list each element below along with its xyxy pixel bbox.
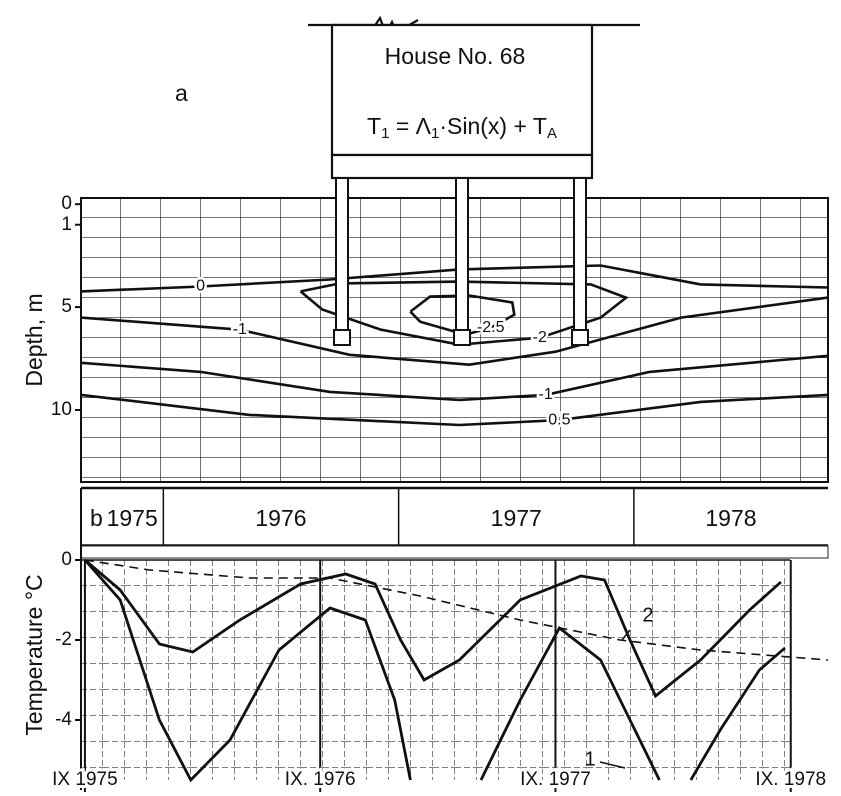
x-tick-label: IX. 1976: [285, 769, 356, 790]
y-tick-label: -2: [55, 629, 72, 650]
line: [83, 559, 786, 782]
tick-row: [80, 545, 829, 559]
contour-label: -2: [533, 329, 547, 346]
y-tick-label: 1: [61, 214, 72, 235]
contour-line: [409, 294, 516, 336]
year-label: 1975: [107, 505, 158, 531]
line: [83, 558, 782, 699]
label-leader: [621, 629, 631, 641]
contour-label: -1: [233, 321, 247, 338]
x-tick-label: IX 1975: [52, 769, 118, 790]
contour-label: 0: [196, 278, 205, 295]
contour-label: -2.5: [477, 319, 505, 336]
y-axis-label: Temperature °C: [21, 574, 47, 735]
y-tick-label: 5: [61, 296, 72, 317]
panel-label: b: [90, 505, 103, 531]
x-tick-label: IX. 1978: [755, 769, 826, 790]
house-label: House No. 68: [385, 43, 526, 69]
label-leader: [599, 761, 626, 769]
formula-part: = Λ: [389, 113, 431, 139]
line-layer: [83, 558, 828, 782]
plot-area: [81, 560, 790, 780]
series-label: 1: [584, 748, 595, 770]
y-tick-label: 0: [61, 549, 72, 570]
contour-line: [299, 280, 629, 347]
y-tick-label: 10: [51, 399, 72, 420]
year-label: 1977: [491, 505, 542, 531]
x-tick-label: IX. 1977: [520, 769, 591, 790]
piles: [333, 177, 589, 346]
y-axis-label: Depth, m: [21, 293, 47, 386]
y-tick-label: -4: [55, 709, 72, 730]
panel-label: a: [175, 80, 188, 106]
formula-sub: 1: [381, 125, 389, 142]
series-label: 2: [642, 604, 653, 626]
contour-line: [81, 354, 828, 402]
contour-label: 0.5: [548, 411, 570, 428]
y-tick-label: 0: [61, 193, 72, 214]
house: [308, 15, 640, 180]
formula-sub: A: [547, 125, 557, 142]
contour-label: -1: [539, 386, 553, 403]
contour-line: [81, 393, 828, 427]
formula: T1 = Λ1·Sin(x) + TA: [367, 113, 557, 142]
year-label: 1978: [705, 505, 756, 531]
formula-part: T: [367, 113, 381, 139]
contour-line: [81, 296, 828, 367]
formula-part: ·Sin(x) + T: [439, 113, 547, 139]
dashed-line: [84, 559, 828, 661]
year-label: 1976: [255, 505, 306, 531]
formula-sub: 1: [431, 125, 439, 142]
